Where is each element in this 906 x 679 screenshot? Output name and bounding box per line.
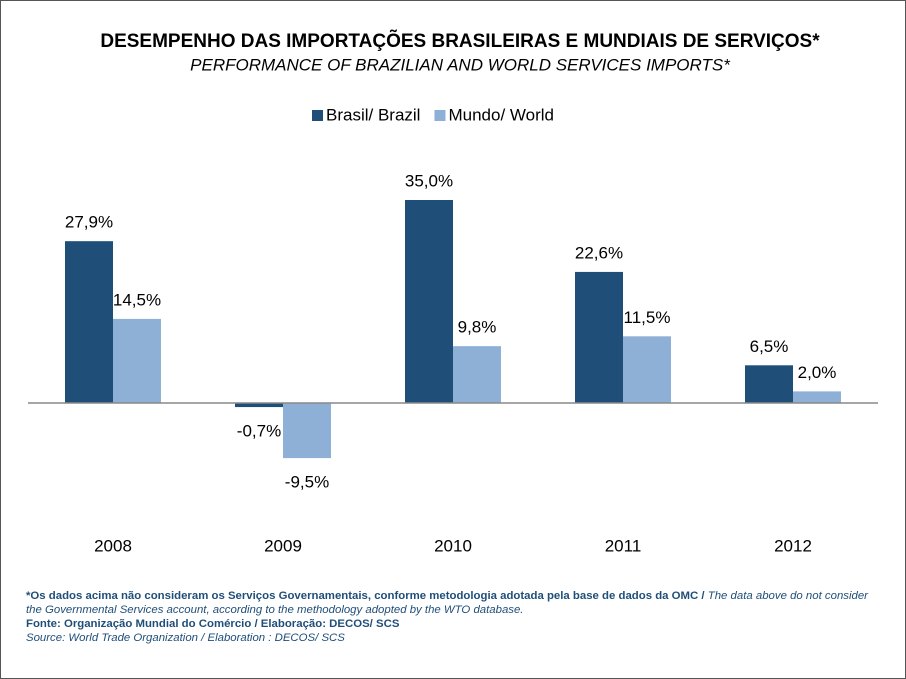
value-label: 22,6% [575,243,623,262]
bar [453,346,501,403]
bar [623,336,671,403]
note-pt: *Os dados acima não consideram os Serviç… [26,590,708,602]
bar [235,403,283,408]
bar [575,271,623,403]
x-tick-label: 2010 [434,536,472,555]
x-tick-label: 2008 [94,536,132,555]
x-tick-label: 2012 [774,536,812,555]
value-label: 9,8% [458,318,497,337]
source-pt: Fonte: Organização Mundial do Comércio /… [26,618,400,630]
value-label: 14,5% [113,290,161,309]
x-tick-label: 2011 [605,536,642,555]
bar [65,241,113,403]
note-en: The data above do not consider the Gover… [26,590,868,616]
legend-label: Mundo/ World [448,105,554,124]
bar [745,365,793,403]
value-label: 2,0% [798,363,837,382]
value-label: 27,9% [65,213,113,232]
legend-label: Brasil/ Brazil [326,105,420,124]
footnotes: *Os dados acima não consideram os Serviç… [26,589,886,645]
value-label: -0,7% [237,422,281,441]
chart-title: DESEMPENHO DAS IMPORTAÇÕES BRASILEIRAS E… [100,30,820,52]
chart-subtitle: PERFORMANCE OF BRAZILIAN AND WORLD SERVI… [190,55,731,74]
value-label: 6,5% [750,337,789,356]
value-label: 11,5% [624,308,671,327]
legend-swatch [312,110,323,121]
x-tick-label: 2009 [264,536,302,555]
value-label: -9,5% [285,473,329,492]
bar [113,318,161,403]
source-en: Source: World Trade Organization / Elabo… [26,632,345,644]
bar [405,200,453,403]
value-label: 35,0% [405,171,453,190]
legend-swatch [434,110,446,121]
bar [283,403,331,459]
bar [793,391,841,403]
